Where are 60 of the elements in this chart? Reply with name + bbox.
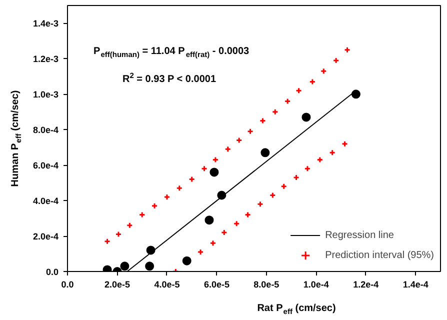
x-tick-label: 1.0e-4 [303,280,329,290]
point [351,90,360,99]
point [236,137,242,144]
point [293,174,300,181]
x-tick-label: 0.0 [61,280,74,290]
point [182,256,192,266]
point [259,118,266,124]
legend-label: Prediction interval (95%) [325,250,434,260]
point [320,68,327,74]
x-tick-label: 6.0e-5 [204,280,230,290]
point [197,248,204,256]
point [329,149,336,156]
point [332,57,340,64]
point [176,184,183,192]
point [316,156,324,164]
point [272,108,278,116]
point [164,194,170,200]
point [304,165,311,172]
point [244,212,252,218]
point [126,222,133,229]
x-tick-label: 1.4e-4 [402,280,428,290]
y-tick-label: 6.0e-4 [32,160,59,171]
point [296,87,302,94]
y-tick-label: 1.2e-3 [32,54,59,64]
y-tick-label: 2.0e-4 [32,232,59,242]
y-tick-label: 8.0e-4 [32,125,59,136]
point [145,262,154,271]
y-tick-label: 1.0e-3 [32,90,59,100]
point [120,262,130,271]
point [151,202,158,210]
x-tick-label: 1.2e-4 [353,280,379,290]
point [344,46,350,54]
point [224,146,232,152]
point [269,192,276,198]
point [302,112,311,122]
point [280,183,288,190]
x-tick-label: 4.0e-5 [154,280,180,290]
y-tick-label: 4.0e-4 [32,196,59,206]
point [115,231,122,238]
y-tick-label: 1.4e-3 [32,18,59,29]
x-tick-label: 2.0e-5 [104,280,130,290]
point [138,212,146,218]
point [309,78,316,86]
point [342,140,348,148]
point [188,176,196,183]
legend-label: Regression line [325,230,394,240]
point [104,238,111,245]
point [233,220,240,227]
point [210,168,219,177]
y-tick-label: 0.0 [46,267,59,277]
point [256,200,264,208]
point [212,156,219,164]
point [247,128,254,135]
x-tick-label: 8.0e-5 [254,280,280,290]
point [201,165,208,172]
point [260,148,270,158]
point [210,240,216,246]
point [204,216,214,225]
point [220,229,228,236]
point [284,98,291,105]
